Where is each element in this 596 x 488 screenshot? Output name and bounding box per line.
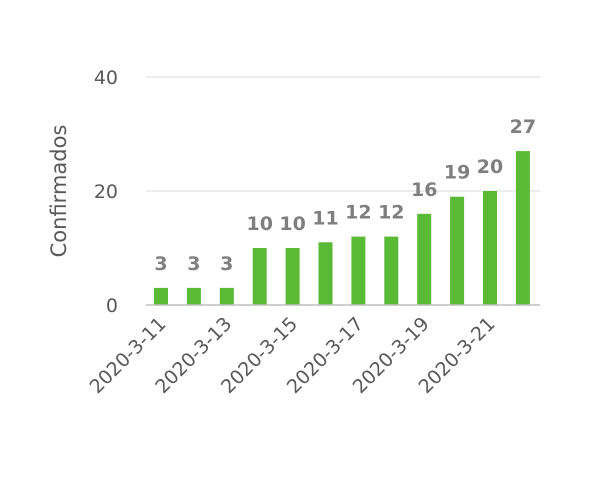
data-label: 3 (187, 253, 200, 275)
data-label: 10 (246, 213, 272, 235)
y-tick-label: 0 (106, 295, 118, 317)
data-label: 10 (279, 213, 305, 235)
data-label: 3 (154, 253, 167, 275)
bar-2020-3-11 (154, 287, 168, 305)
bar-2020-3-19 (417, 213, 432, 305)
data-label: 20 (477, 156, 503, 178)
bar-2020-3-13 (219, 287, 234, 305)
data-label: 11 (312, 207, 338, 229)
bar-2020-3-15 (285, 248, 300, 305)
gridlines (146, 76, 540, 192)
bar-2020-3-16 (318, 242, 333, 305)
bar-2020-3-12 (186, 287, 201, 305)
bars (154, 151, 530, 305)
bar-2020-3-21 (483, 191, 497, 305)
bar-2020-3-17 (351, 236, 366, 305)
data-label: 12 (378, 202, 404, 224)
bar-2020-3-22 (515, 151, 530, 305)
y-tick-label: 20 (94, 181, 118, 203)
data-label: 3 (220, 253, 233, 275)
y-axis-label: Confirmados (47, 125, 71, 258)
x-axis-ticks: 2020-3-112020-3-132020-3-152020-3-172020… (85, 313, 499, 398)
bar-2020-3-18 (384, 236, 399, 305)
bar-2020-3-14 (252, 248, 267, 305)
y-axis-ticks: 0 20 40 (94, 67, 118, 317)
data-label: 27 (510, 116, 536, 138)
data-label: 16 (411, 179, 437, 201)
data-label: 12 (345, 202, 371, 224)
bar-2020-3-20 (450, 196, 465, 305)
y-tick-label: 40 (94, 67, 118, 89)
data-label: 19 (444, 162, 470, 184)
